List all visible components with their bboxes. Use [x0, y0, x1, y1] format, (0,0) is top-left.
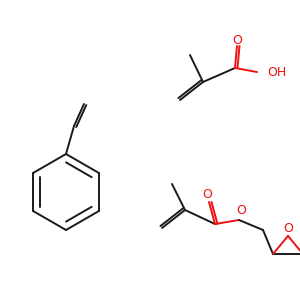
Text: O: O [236, 205, 246, 218]
Text: O: O [202, 188, 212, 200]
Text: O: O [232, 34, 242, 46]
Text: O: O [283, 221, 293, 235]
Text: OH: OH [267, 65, 286, 79]
